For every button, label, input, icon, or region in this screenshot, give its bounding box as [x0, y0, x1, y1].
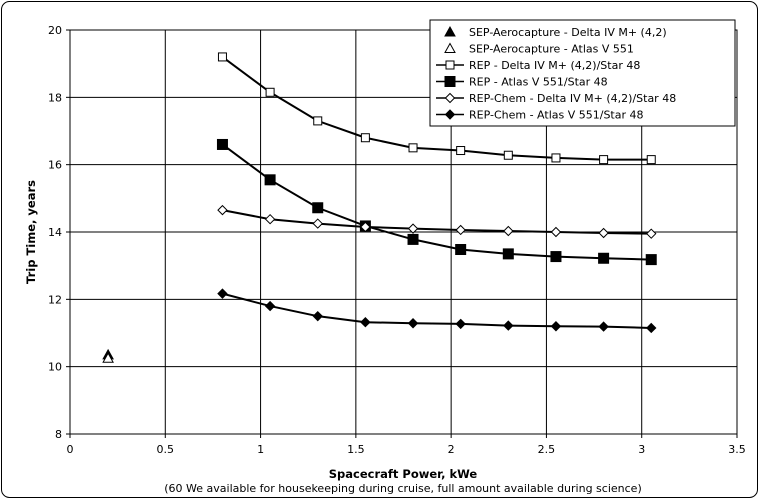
- data-point: [503, 320, 514, 331]
- x-axis-note: (60 We available for housekeeping during…: [164, 482, 642, 495]
- data-point: [360, 133, 370, 143]
- y-tick-label: 10: [48, 361, 62, 374]
- data-point: [456, 146, 466, 156]
- data-point: [360, 317, 371, 328]
- legend-entry-5: REP-Chem - Delta IV M+ (4,2)/Star 48: [436, 92, 676, 105]
- legend-label: REP-Chem - Atlas V 551/Star 48: [469, 109, 644, 122]
- series-line: [222, 209, 652, 235]
- x-axis-title: Spacecraft Power, kWe: [329, 467, 478, 481]
- legend-entry-2: SEP-Aerocapture - Atlas V 551: [444, 42, 634, 56]
- data-point: [265, 87, 275, 97]
- y-axis-title: Trip Time, years: [24, 180, 38, 284]
- series-layer: [102, 52, 657, 363]
- data-point: [264, 174, 276, 186]
- data-point: [503, 225, 514, 237]
- y-tick-label: 16: [48, 159, 62, 172]
- y-tick-label: 20: [48, 24, 62, 37]
- data-point: [264, 213, 276, 225]
- data-point: [502, 248, 514, 260]
- x-tick-label: 3: [638, 443, 645, 456]
- legend: SEP-Aerocapture - Delta IV M+ (4,2) SEP-A…: [429, 19, 736, 127]
- data-point: [599, 155, 609, 165]
- data-point: [550, 226, 562, 238]
- gridlines: [66, 29, 738, 438]
- series-line: [221, 56, 652, 161]
- x-tick-label: 1.5: [347, 443, 365, 456]
- y-tick-label: 14: [48, 226, 62, 239]
- data-point: [217, 204, 228, 216]
- legend-entry-6: REP-Chem - Atlas V 551/Star 48: [436, 109, 644, 122]
- data-point: [407, 233, 419, 245]
- x-tick-label: 0.5: [157, 443, 175, 456]
- legend-marker: [444, 76, 456, 87]
- data-point: [455, 318, 466, 330]
- legend-label: SEP-Aerocapture - Atlas V 551: [469, 43, 634, 56]
- y-tick-label: 18: [48, 91, 62, 104]
- data-point: [646, 322, 657, 334]
- data-point: [217, 288, 228, 299]
- data-point: [102, 352, 114, 363]
- legend-label: SEP-Aerocapture - Delta IV M+ (4,2): [469, 26, 667, 39]
- y-tick-label: 8: [55, 428, 62, 441]
- legend-marker: [444, 92, 456, 104]
- series-line: [221, 143, 652, 261]
- legend-marker: [444, 42, 456, 53]
- data-point: [216, 138, 228, 150]
- series-2: [102, 352, 114, 363]
- data-point: [503, 150, 513, 160]
- x-tick-label: 2.5: [538, 443, 556, 456]
- data-point: [551, 153, 561, 163]
- data-point: [598, 227, 609, 239]
- legend-label: REP-Chem - Delta IV M+ (4,2)/Star 48: [469, 92, 676, 105]
- series-line: [222, 292, 652, 329]
- data-point: [646, 228, 657, 239]
- data-point: [312, 202, 324, 214]
- data-point: [646, 155, 656, 165]
- data-point: [360, 221, 371, 233]
- data-point: [550, 251, 562, 263]
- series-5: [217, 204, 657, 239]
- y-tick-label: 12: [48, 293, 62, 306]
- legend-marker: [445, 60, 455, 70]
- legend-box: [429, 19, 736, 127]
- legend-entry-1: SEP-Aerocapture - Delta IV M+ (4,2): [444, 25, 667, 39]
- data-point: [407, 223, 419, 234]
- data-point: [264, 300, 276, 312]
- data-point: [408, 143, 418, 153]
- data-point: [217, 52, 227, 62]
- legend-entry-3: REP - Delta IV M+ (4,2)/Star 48: [436, 59, 640, 72]
- x-tick-label: 3.5: [728, 443, 746, 456]
- data-point: [550, 321, 562, 332]
- data-point: [312, 218, 323, 229]
- x-tick-label: 2: [448, 443, 455, 456]
- series-3: [217, 52, 656, 165]
- x-tick-label: 0: [67, 443, 74, 456]
- x-tick-label: 1: [257, 443, 264, 456]
- legend-label: REP - Delta IV M+ (4,2)/Star 48: [469, 59, 640, 72]
- series-4: [216, 138, 657, 266]
- data-point: [455, 224, 466, 236]
- series-6: [217, 288, 657, 334]
- legend-entry-4: REP - Atlas V 551/Star 48: [436, 76, 608, 89]
- data-point: [645, 254, 657, 266]
- legend-marker: [444, 25, 456, 37]
- data-point: [312, 310, 323, 322]
- legend-marker: [444, 109, 456, 120]
- legend-label: REP - Atlas V 551/Star 48: [469, 76, 608, 89]
- data-point: [313, 116, 323, 126]
- data-point: [407, 318, 419, 329]
- data-point: [598, 321, 609, 332]
- tick-labels: 8 10 12 14 16 18 20 0 0.5 1 1.5 2 2.5 3 3.5: [48, 24, 746, 456]
- data-point: [455, 244, 467, 256]
- data-point: [598, 252, 610, 264]
